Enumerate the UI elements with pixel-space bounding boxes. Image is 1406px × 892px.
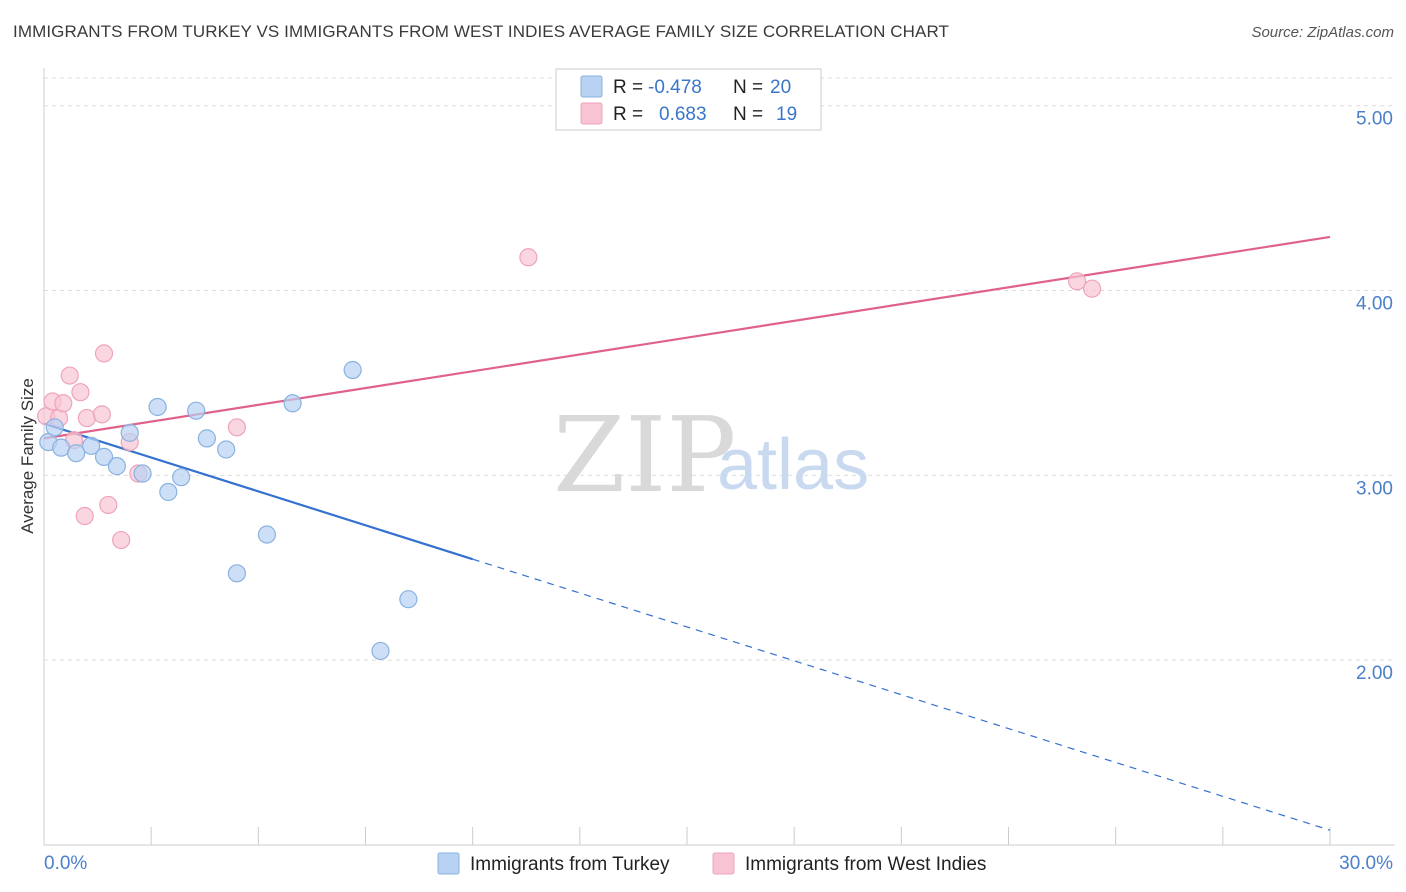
turkey-point-11 — [172, 468, 191, 487]
westindies-point-18 — [1082, 279, 1102, 298]
y-tick-label-0: 2.00 — [1356, 663, 1393, 684]
turkey-trend-dashed — [472, 558, 1331, 831]
watermark-zip: ZIP — [553, 394, 736, 516]
legend-turkey-label: Immigrants from Turkey — [470, 854, 670, 875]
turkey-point-12 — [187, 401, 206, 420]
grid-lines — [44, 77, 1395, 661]
turkey-point-18 — [343, 360, 362, 380]
turkey-point-5 — [94, 447, 114, 466]
turkey-r-label: R = — [613, 77, 643, 98]
y-tick-label-1: 3.00 — [1356, 478, 1393, 499]
turkey-point-4 — [82, 436, 101, 455]
tick-labels: 2.00 3.00 4.00 5.00 0.0% 30.0% — [44, 109, 1393, 874]
turkey-point-13 — [197, 429, 216, 448]
westindies-point-16 — [519, 248, 538, 267]
turkey-swatch — [580, 75, 603, 98]
westindies-point-15 — [227, 418, 246, 437]
trend-lines — [43, 235, 1331, 831]
turkey-point-3 — [67, 444, 86, 463]
turkey-n-label: N = — [733, 77, 763, 98]
legend-westindies-label: Immigrants from West Indies — [745, 854, 986, 875]
turkey-point-20 — [399, 590, 418, 609]
stats-legend-box: R = -0.478 N = 20 R = 0.683 N = 19 — [555, 68, 822, 131]
turkey-n-value: 20 — [770, 77, 791, 98]
westindies-r-label: R = — [613, 104, 643, 125]
westindies-n-value: 19 — [776, 104, 797, 125]
turkey-point-15 — [227, 564, 246, 583]
westindies-point-6 — [71, 383, 90, 402]
westindies-point-7 — [75, 506, 94, 526]
westindies-point-10 — [94, 344, 114, 363]
turkey-point-14 — [217, 440, 236, 459]
legend-westindies-swatch — [712, 852, 735, 875]
westindies-point-11 — [99, 495, 118, 515]
x-tick-label-end: 30.0% — [1339, 853, 1393, 874]
westindies-point-9 — [92, 405, 111, 424]
westindies-point-8 — [77, 408, 96, 428]
westindies-n-label: N = — [733, 104, 763, 125]
source-label: Source: ZipAtlas.com — [1251, 24, 1394, 41]
x-tick-label-start: 0.0% — [44, 853, 87, 874]
westindies-r-value: 0.683 — [659, 104, 707, 125]
turkey-point-17 — [283, 394, 302, 413]
y-tick-label-3: 5.00 — [1356, 109, 1393, 130]
turkey-point-6 — [107, 457, 126, 476]
legend-turkey-swatch — [437, 852, 460, 875]
westindies-point-4 — [60, 366, 79, 385]
turkey-point-16 — [257, 525, 277, 544]
series-legend: Immigrants from Turkey Immigrants from W… — [437, 852, 986, 875]
westindies-point-12 — [112, 530, 131, 550]
data-points — [37, 248, 1102, 661]
chart-title: IMMIGRANTS FROM TURKEY VS IMMIGRANTS FRO… — [13, 22, 950, 41]
turkey-r-value: -0.478 — [648, 77, 702, 98]
turkey-point-1 — [45, 418, 64, 437]
westindies-point-17 — [1067, 272, 1087, 291]
westindies-trend-line — [43, 235, 1331, 440]
turkey-point-10 — [159, 482, 178, 502]
turkey-point-19 — [371, 641, 390, 661]
y-tick-label-2: 4.00 — [1356, 294, 1393, 315]
axes — [43, 68, 1395, 846]
watermark-atlas: atlas — [717, 425, 869, 505]
westindies-point-3 — [54, 394, 73, 413]
turkey-point-9 — [148, 397, 167, 417]
turkey-trend-solid — [43, 422, 473, 561]
turkey-point-8 — [133, 464, 152, 483]
westindies-swatch — [580, 102, 603, 125]
turkey-point-7 — [120, 423, 139, 442]
